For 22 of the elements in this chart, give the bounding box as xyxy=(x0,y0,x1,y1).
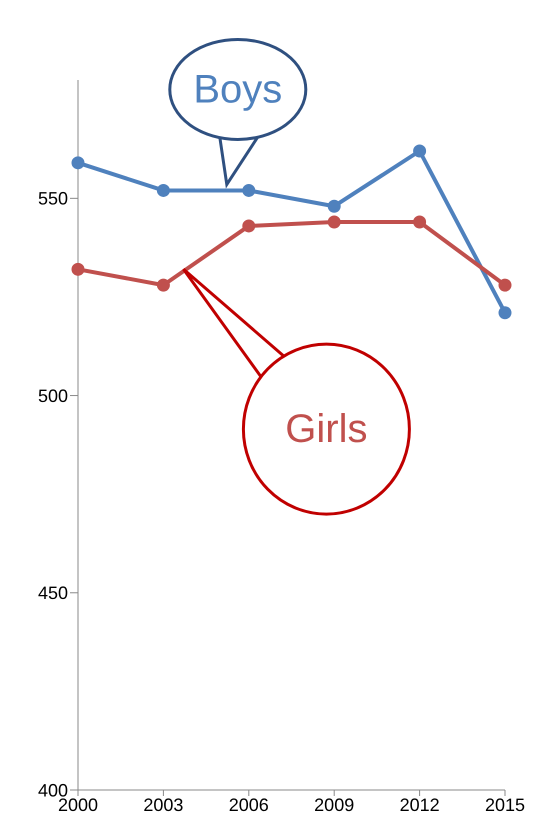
x-tick-label: 2012 xyxy=(400,794,440,815)
y-tick-label: 450 xyxy=(38,583,68,604)
y-tick-label: 500 xyxy=(38,386,68,406)
point xyxy=(72,262,84,276)
point xyxy=(156,278,170,292)
point xyxy=(328,200,341,213)
x-tick-label: 2006 xyxy=(228,794,269,815)
x-tick-label: 2003 xyxy=(143,794,184,815)
y-tick-label: 550 xyxy=(38,188,68,209)
point xyxy=(498,306,512,320)
point xyxy=(328,216,341,228)
point xyxy=(413,144,426,158)
point xyxy=(72,156,84,170)
point xyxy=(413,216,426,228)
point xyxy=(242,184,256,197)
series-label: Boys xyxy=(193,67,282,112)
x-tick-label: 2009 xyxy=(314,794,354,815)
text: Girls xyxy=(285,407,368,452)
point xyxy=(498,278,512,292)
x-tick-label: 2015 xyxy=(484,794,526,815)
point xyxy=(242,219,256,232)
point xyxy=(156,184,170,197)
